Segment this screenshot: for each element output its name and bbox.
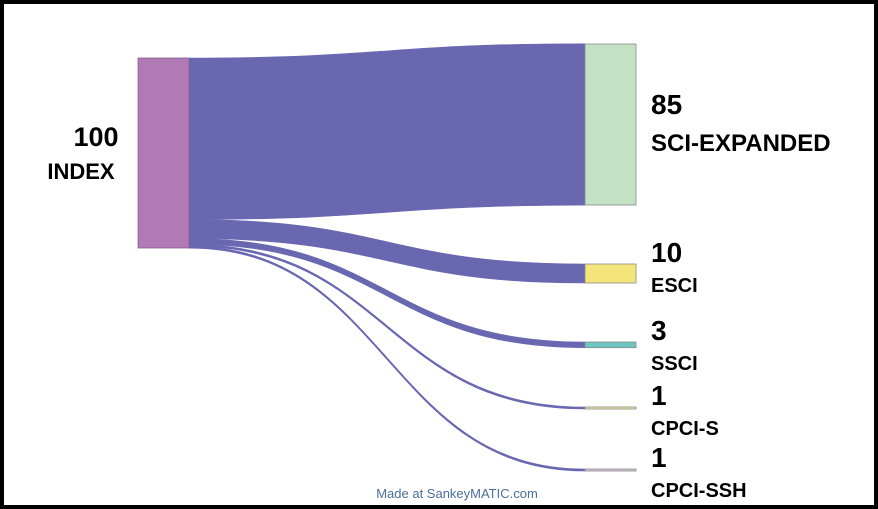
value-label-sci-expanded: 85 — [651, 89, 682, 120]
name-label-esci: ESCI — [651, 275, 698, 297]
name-label-cpci-ssh: CPCI-SSH — [651, 480, 747, 502]
flows-group — [188, 43, 586, 472]
value-label-cpci-ssh: 1 — [651, 442, 667, 473]
value-label-ssci: 3 — [651, 315, 667, 346]
name-label-cpci-s: CPCI-S — [651, 418, 719, 440]
name-label-ssci: SSCI — [651, 353, 698, 375]
name-label-sci-expanded: SCI-EXPANDED — [651, 130, 831, 157]
value-label-index: 100 — [73, 122, 118, 152]
node-cpci-s — [584, 406, 637, 410]
flow-sci-expanded — [188, 43, 586, 220]
nodes-group — [137, 43, 637, 472]
credit-text: Made at SankeyMATIC.com — [376, 486, 538, 501]
node-index — [137, 57, 190, 249]
value-label-cpci-s: 1 — [651, 380, 667, 411]
labels-group: 100INDEX85SCI-EXPANDED10ESCI3SSCI1CPCI-S… — [47, 89, 830, 502]
node-cpci-ssh — [584, 468, 637, 472]
node-ssci — [584, 341, 637, 349]
node-esci — [584, 263, 637, 284]
node-sci-expanded — [584, 43, 637, 206]
value-label-esci: 10 — [651, 237, 682, 268]
name-label-index: INDEX — [47, 159, 115, 184]
